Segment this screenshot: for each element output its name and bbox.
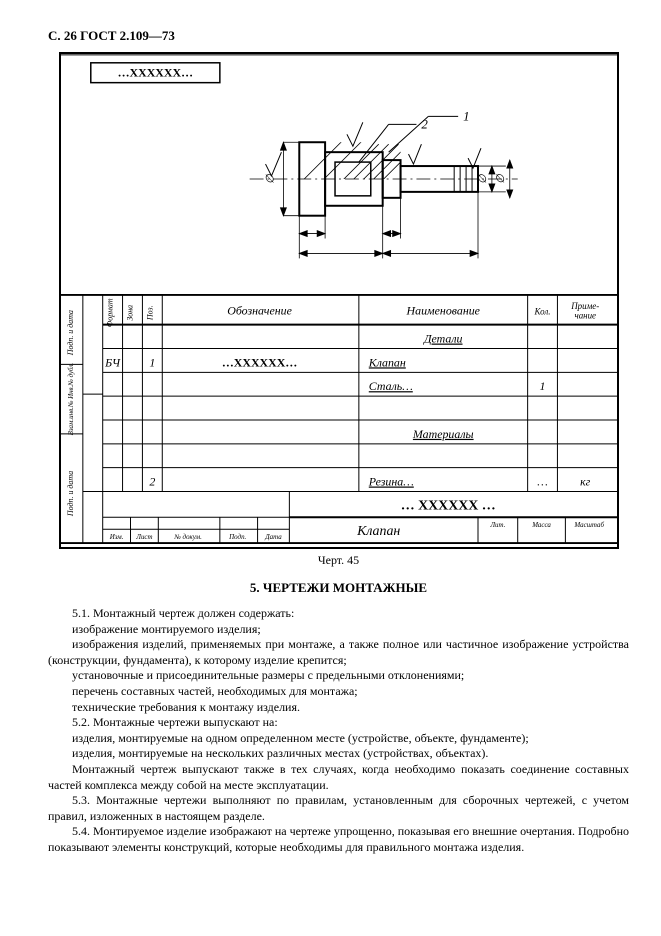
para: изделия, монтируемые на одном определенн… (48, 731, 629, 747)
para: установочные и присоединительные размеры… (48, 668, 629, 684)
para: 5.1. Монтажный чертеж должен содержать: (48, 606, 629, 622)
svg-text:Материалы: Материалы (411, 427, 473, 441)
svg-text:1: 1 (149, 355, 155, 369)
svg-text:Клапан: Клапан (367, 355, 405, 369)
para: 5.2. Монтажные чертежи выпускают на: (48, 715, 629, 731)
valve-figure: 1 2 (249, 109, 517, 258)
svg-text:кг: кг (580, 475, 591, 489)
para: Монтажный чертеж выпускают также в тех с… (48, 762, 629, 793)
section-title: 5. ЧЕРТЕЖИ МОНТАЖНЫЕ (48, 580, 629, 596)
svg-text:чание: чание (574, 311, 596, 321)
svg-text:Масса: Масса (531, 521, 551, 529)
svg-text:Приме-: Приме- (570, 301, 599, 311)
drawing-area: …ХХХХХХ… (61, 54, 617, 294)
svg-text:1: 1 (539, 379, 545, 393)
phi-2: ∅ (476, 174, 488, 184)
phi-1: ∅ (264, 174, 276, 184)
drawing-svg: …ХХХХХХ… (61, 54, 617, 294)
svg-text:Дата: Дата (264, 533, 282, 541)
doc-code-top: …ХХХХХХ… (117, 66, 192, 80)
svg-text:Клапан: Клапан (356, 524, 400, 539)
para: изображение монтируемого изделия; (48, 622, 629, 638)
svg-text:Сталь…: Сталь… (368, 379, 412, 393)
phi-3: ∅ (494, 174, 506, 184)
svg-text:…: … (537, 475, 548, 489)
svg-text:… ХХХХХХ …: … ХХХХХХ … (400, 498, 495, 513)
para: перечень составных частей, необходимых д… (48, 684, 629, 700)
para: технические требования к монтажу изделия… (48, 700, 629, 716)
para: 5.4. Монтируемое изделие изображают на ч… (48, 824, 629, 855)
svg-text:Взам.инв.№ Инв.№ дубл.: Взам.инв.№ Инв.№ дубл. (66, 363, 74, 436)
leader-1: 1 (463, 109, 469, 123)
svg-text:БЧ: БЧ (104, 355, 121, 369)
body-text: 5.1. Монтажный чертеж должен содержать: … (48, 606, 629, 856)
svg-text:№ докум.: № докум. (173, 533, 202, 541)
page: С. 26 ГОСТ 2.109—73 …ХХХХХХ… (0, 0, 661, 936)
svg-text:Подп. и дата: Подп. и дата (65, 471, 74, 517)
leader-2: 2 (421, 117, 428, 131)
svg-text:Обозначение: Обозначение (227, 304, 292, 318)
svg-text:Изм.: Изм. (108, 533, 123, 541)
para: изображения изделий, применяемых при мон… (48, 637, 629, 668)
para: 5.3. Монтажные чертежи выполняют по прав… (48, 793, 629, 824)
svg-text:Подп.: Подп. (228, 533, 246, 541)
para: изделия, монтируемые на нескольких разли… (48, 746, 629, 762)
gost-frame: …ХХХХХХ… (59, 52, 619, 549)
svg-text:Подп. и дата: Подп. и дата (65, 310, 74, 356)
svg-text:Детали: Детали (422, 332, 462, 346)
svg-text:Лит.: Лит. (489, 521, 505, 529)
svg-text:Поз.: Поз. (145, 305, 154, 321)
svg-text:Наименование: Наименование (405, 304, 480, 318)
page-header: С. 26 ГОСТ 2.109—73 (48, 28, 629, 44)
svg-text:Формат: Формат (105, 298, 114, 327)
figure-caption: Черт. 45 (48, 553, 629, 568)
svg-text:Кол.: Кол. (533, 307, 550, 317)
svg-text:Резина…: Резина… (367, 475, 413, 489)
svg-text:Лист: Лист (135, 533, 152, 541)
spec-table: Подп. и дата Взам.инв.№ Инв.№ дубл. Подп… (61, 294, 617, 547)
svg-text:Масштаб: Масштаб (573, 521, 604, 529)
svg-text:Зона: Зона (125, 305, 134, 321)
svg-text:…ХХХХХХ…: …ХХХХХХ… (221, 355, 296, 369)
svg-text:2: 2 (149, 475, 155, 489)
